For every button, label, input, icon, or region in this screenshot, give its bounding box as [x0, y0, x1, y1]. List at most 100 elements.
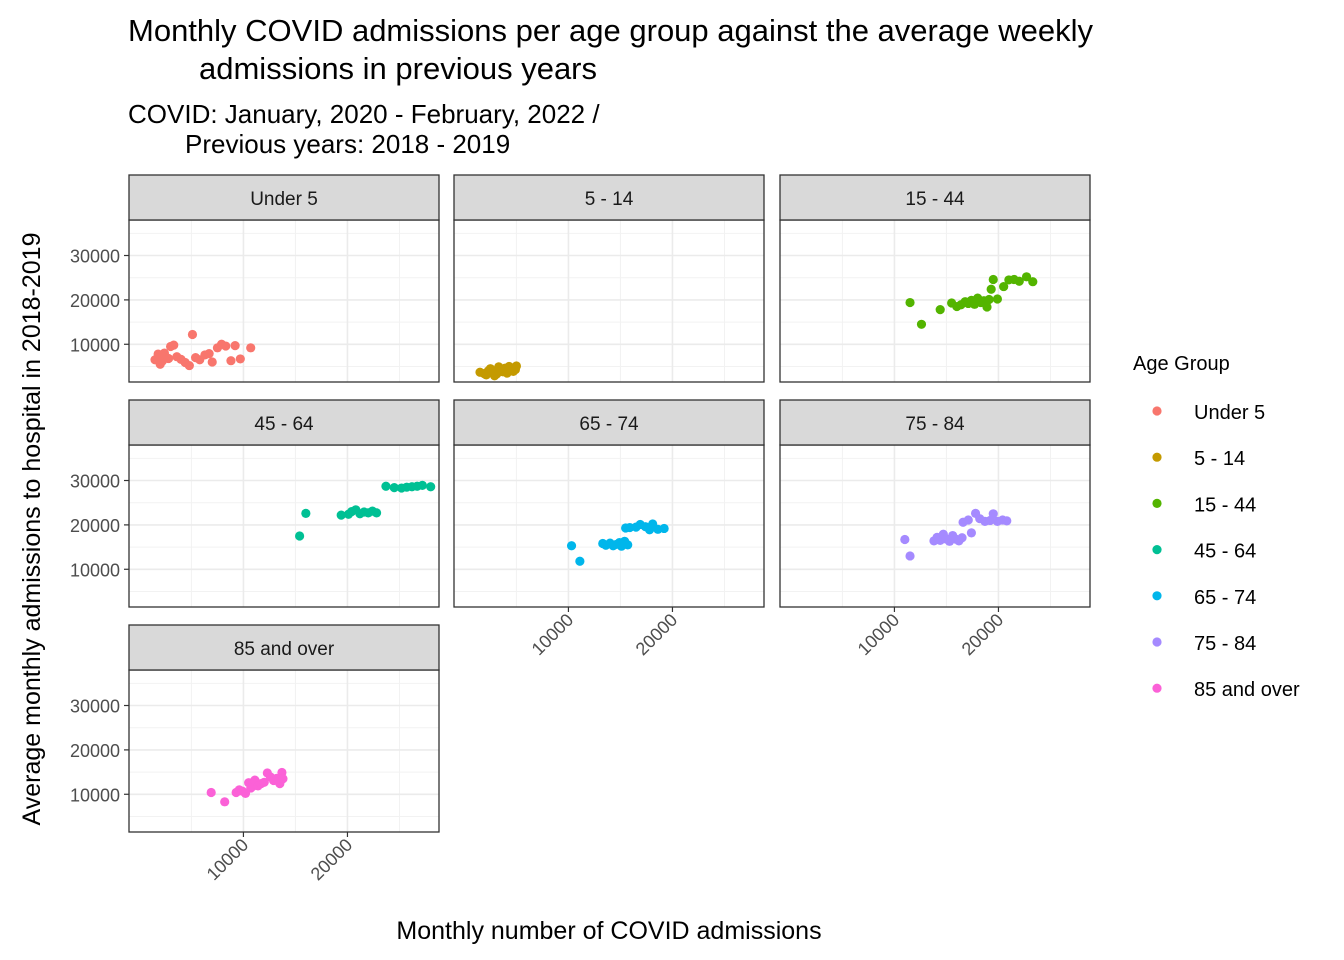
- legend-title: Age Group: [1133, 353, 1230, 375]
- y-axis-label: Average monthly admissions to hospital i…: [18, 233, 46, 826]
- data-point-15-44: [988, 274, 998, 285]
- panel-background: [454, 220, 764, 382]
- data-point-15-44: [935, 305, 945, 315]
- data-point-5-14: [511, 361, 522, 371]
- legend-label: 45 - 64: [1194, 541, 1256, 563]
- data-point-15-44: [905, 297, 915, 308]
- facet-strip: [453, 174, 765, 221]
- y-tick-label: 20000: [70, 516, 120, 536]
- legend-item-15-44: 15 - 44: [1152, 494, 1256, 516]
- data-point-under-5: [246, 343, 256, 353]
- legend-item-65-74: 65 - 74: [1152, 587, 1256, 609]
- data-point-65-74: [659, 523, 669, 534]
- data-point-45-64: [336, 510, 346, 520]
- data-point-15-44: [1021, 272, 1032, 282]
- facet-strip: [779, 174, 1091, 221]
- facet-15-44: 15 - 44: [779, 174, 1091, 383]
- legend-item-45-64: 45 - 64: [1152, 541, 1256, 563]
- facet-panels: Under 5 10000 20000 30000 5 - 14 15 - 44 45 - …: [70, 174, 1091, 885]
- legend-label: 85 and over: [1194, 679, 1300, 701]
- x-tick-label: 20000: [958, 610, 1008, 660]
- y-tick-label: 20000: [70, 291, 120, 311]
- data-point-75-84: [905, 551, 915, 561]
- data-point-under-5: [235, 354, 245, 364]
- facet-strip-label: 15 - 44: [905, 189, 965, 210]
- data-point-under-5: [187, 329, 198, 340]
- x-tick-label: 10000: [528, 610, 578, 660]
- data-point-15-44: [1014, 276, 1024, 286]
- y-tick-label: 10000: [70, 335, 120, 355]
- legend-label: 65 - 74: [1194, 587, 1256, 609]
- data-point-45-64: [381, 481, 391, 491]
- y-tick-label: 30000: [70, 697, 120, 717]
- panel-background: [454, 445, 764, 607]
- data-point-15-44: [1028, 277, 1038, 287]
- facet-strip-label: Under 5: [250, 189, 318, 210]
- facet-45-64: 45 - 64 10000 20000 30000: [70, 399, 440, 608]
- x-tick-label: 10000: [854, 610, 904, 660]
- data-point-under-5: [230, 341, 240, 351]
- facet-strip: [779, 399, 1091, 446]
- legend-key: [1152, 683, 1162, 693]
- legend-label: 15 - 44: [1194, 494, 1256, 516]
- panel-background: [129, 445, 439, 607]
- data-point-45-64: [301, 508, 311, 518]
- x-tick-label: 10000: [203, 835, 253, 885]
- panel-background: [129, 670, 439, 832]
- legend-key: [1152, 452, 1162, 462]
- data-point-45-64: [426, 482, 436, 492]
- y-tick-label: 10000: [70, 560, 120, 580]
- data-point-85-and-over: [259, 777, 269, 787]
- data-point-45-64: [371, 508, 382, 518]
- legend-item-75-84: 75 - 84: [1152, 633, 1256, 655]
- legend-key: [1152, 545, 1162, 555]
- data-point-45-64: [389, 483, 399, 493]
- legend-key: [1152, 637, 1162, 647]
- data-point-under-5: [204, 348, 214, 359]
- data-point-under-5: [184, 360, 194, 371]
- legend-item-under-5: Under 5: [1152, 402, 1265, 424]
- data-point-75-84: [957, 533, 967, 543]
- y-tick-label: 30000: [70, 472, 120, 492]
- data-point-under-5: [207, 357, 217, 367]
- chart-title-line2: admissions in previous years: [199, 51, 597, 86]
- data-point-under-5: [169, 340, 179, 350]
- facet-strip: [128, 174, 440, 221]
- facet-65-74: 65 - 74 10000 20000: [453, 399, 765, 660]
- data-point-under-5: [221, 341, 231, 351]
- data-point-85-and-over: [206, 787, 216, 798]
- facet-strip: [453, 399, 765, 446]
- legend-label: 5 - 14: [1194, 448, 1245, 470]
- facet-75-84: 75 - 84 10000 20000: [779, 399, 1091, 660]
- legend-item-85-and-over: 85 and over: [1152, 679, 1300, 701]
- data-point-under-5: [163, 353, 174, 364]
- data-point-45-64: [417, 480, 427, 490]
- facet-strip: [128, 399, 440, 446]
- data-point-15-44: [984, 294, 994, 305]
- x-tick-label: 20000: [307, 835, 357, 885]
- data-point-65-74: [623, 540, 633, 550]
- panel-background: [780, 445, 1090, 607]
- legend-item-5-14: 5 - 14: [1152, 448, 1245, 470]
- legend-label: Under 5: [1194, 402, 1265, 424]
- data-point-75-84: [988, 509, 998, 519]
- data-point-15-44: [916, 319, 927, 329]
- data-point-75-84: [966, 528, 977, 538]
- data-point-65-74: [575, 556, 585, 566]
- facet-strip-label: 5 - 14: [585, 189, 634, 210]
- data-point-65-74: [566, 541, 577, 551]
- facet-strip-label: 65 - 74: [579, 414, 639, 435]
- data-point-75-84: [1002, 516, 1012, 526]
- chart-title: Monthly COVID admissions per age group a…: [128, 13, 1093, 48]
- facet-85-and-over: 85 and over 10000 20000 30000 10000 20000: [70, 624, 440, 885]
- data-point-45-64: [295, 531, 305, 541]
- data-point-under-5: [226, 356, 236, 366]
- data-point-85-and-over: [278, 774, 288, 784]
- legend-key: [1152, 406, 1162, 416]
- facet-strip-label: 45 - 64: [254, 414, 314, 435]
- chart-subtitle: COVID: January, 2020 - February, 2022 /: [128, 99, 600, 129]
- facet-under-5: Under 5 10000 20000 30000: [70, 174, 440, 383]
- facet-5-14: 5 - 14: [453, 174, 765, 383]
- legend-label: 75 - 84: [1194, 633, 1256, 655]
